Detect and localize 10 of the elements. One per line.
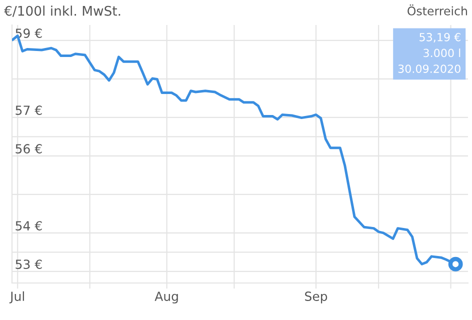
- chart-subtitle: Österreich: [408, 4, 467, 16]
- x-tick-label: Sep: [305, 292, 328, 304]
- x-tick-label: Aug: [154, 292, 178, 304]
- y-tick-label: 56 €: [16, 144, 42, 154]
- chart-title: €/100l inkl. MwSt.: [4, 6, 120, 17]
- x-tick-label: Jul: [9, 291, 24, 304]
- y-tick-label: 57 €: [16, 106, 42, 115]
- annotation: 53,19 € 3.000 l 30.09.2020: [398, 32, 460, 73]
- y-tick-label: 53 €: [16, 260, 42, 270]
- y-tick-label: 54 €: [16, 221, 42, 231]
